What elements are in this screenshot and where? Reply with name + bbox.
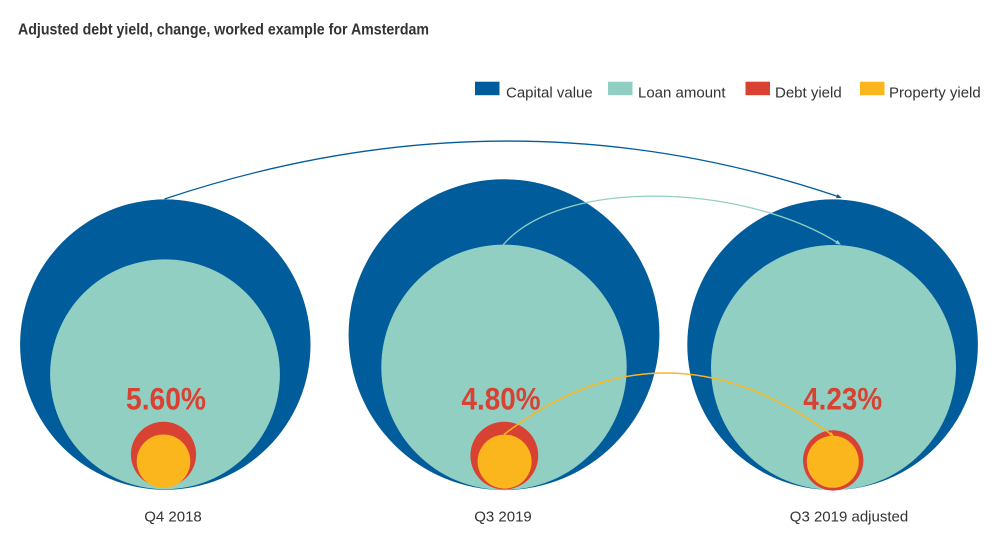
svg-text:Loan amount: Loan amount [638,85,726,102]
svg-text:Q4 2018: Q4 2018 [144,509,202,526]
svg-text:5.60%: 5.60% [126,381,206,417]
svg-text:4.23%: 4.23% [803,381,882,417]
svg-text:Capital value: Capital value [506,85,593,102]
svg-text:Debt yield: Debt yield [775,85,842,102]
svg-text:Adjusted debt yield, change, w: Adjusted debt yield, change, worked exam… [18,22,429,39]
svg-text:Property yield: Property yield [889,85,981,102]
svg-text:Q3 2019: Q3 2019 [474,509,532,526]
svg-text:Q3 2019 adjusted: Q3 2019 adjusted [790,509,908,526]
svg-text:4.80%: 4.80% [462,381,541,417]
